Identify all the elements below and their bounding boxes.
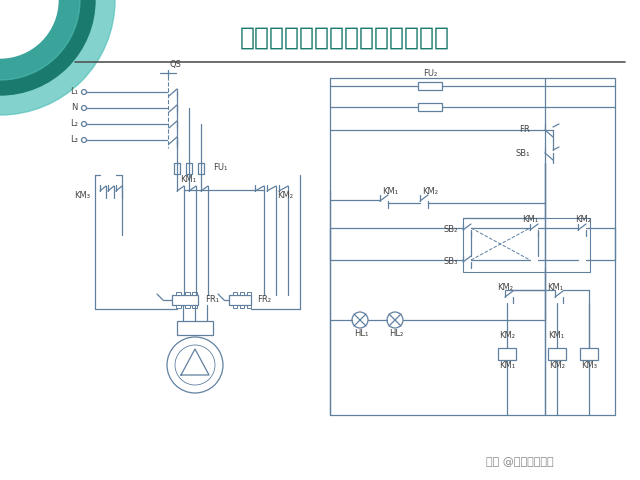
Text: KM₁: KM₁ <box>499 361 515 371</box>
Bar <box>185 292 190 295</box>
Bar <box>247 305 251 308</box>
Text: KM₂: KM₂ <box>497 283 513 291</box>
Bar <box>548 348 566 360</box>
Text: KM₁: KM₁ <box>180 175 196 183</box>
Bar <box>177 321 213 335</box>
Circle shape <box>0 0 55 55</box>
Text: KM₂: KM₂ <box>499 332 515 340</box>
Circle shape <box>0 0 80 80</box>
Text: KM₃: KM₃ <box>581 361 597 371</box>
Bar <box>418 82 442 90</box>
Bar <box>418 103 442 111</box>
Bar <box>233 305 237 308</box>
Bar <box>176 292 181 295</box>
Text: FU₂: FU₂ <box>423 69 437 78</box>
Text: KM₃: KM₃ <box>74 191 90 200</box>
Text: KM₁: KM₁ <box>382 188 398 196</box>
Text: FR: FR <box>519 125 530 134</box>
Bar <box>580 348 598 360</box>
Bar <box>185 305 190 308</box>
Text: N: N <box>72 104 78 112</box>
Bar <box>192 305 197 308</box>
Bar <box>498 348 516 360</box>
Bar <box>192 292 197 295</box>
Bar <box>172 295 198 305</box>
Text: KM₂: KM₂ <box>549 361 565 371</box>
Bar <box>233 292 237 295</box>
Text: HL₂: HL₂ <box>389 328 403 337</box>
Text: KM₁: KM₁ <box>548 332 564 340</box>
Bar <box>186 163 192 174</box>
Bar <box>240 305 244 308</box>
Text: 按钮切换的双速电动机控制电路: 按钮切换的双速电动机控制电路 <box>240 26 450 50</box>
Bar <box>463 218 590 272</box>
Text: KM₂: KM₂ <box>422 188 438 196</box>
Text: L₁: L₁ <box>70 87 78 96</box>
Circle shape <box>0 0 58 58</box>
Text: SB₁: SB₁ <box>515 148 530 157</box>
Bar <box>229 295 251 305</box>
Bar <box>247 292 251 295</box>
Text: HL₁: HL₁ <box>354 328 368 337</box>
Text: 头条 @徐州俵哥五金: 头条 @徐州俵哥五金 <box>486 457 554 467</box>
Text: L₂: L₂ <box>70 120 78 129</box>
Text: FR₂: FR₂ <box>257 296 271 304</box>
Text: L₃: L₃ <box>70 135 78 144</box>
Bar <box>176 305 181 308</box>
Text: KM₂: KM₂ <box>575 216 591 225</box>
Text: FU₁: FU₁ <box>213 163 227 171</box>
Text: QS: QS <box>170 60 182 70</box>
Circle shape <box>0 0 95 95</box>
Bar <box>240 292 244 295</box>
Circle shape <box>0 0 115 115</box>
Text: KM₁: KM₁ <box>522 216 538 225</box>
Bar <box>198 163 204 174</box>
Text: SB₃: SB₃ <box>444 257 458 266</box>
Bar <box>174 163 180 174</box>
Text: KM₂: KM₂ <box>277 191 293 200</box>
Text: FR₁: FR₁ <box>205 296 219 304</box>
Text: SB₂: SB₂ <box>444 226 458 235</box>
Text: KM₁: KM₁ <box>547 283 563 291</box>
